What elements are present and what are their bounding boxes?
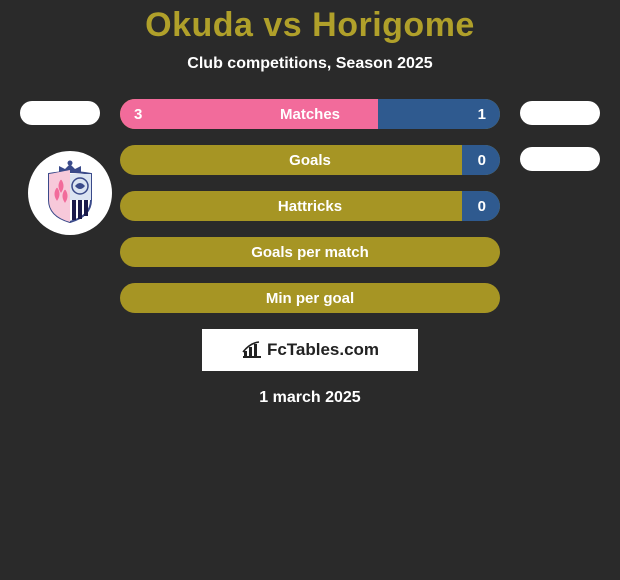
brand-logo-box[interactable]: FcTables.com: [202, 329, 418, 371]
stat-row: 31Matches: [120, 99, 500, 129]
bars-list: 31Matches0Goals0HattricksGoals per match…: [120, 99, 500, 313]
stat-left-fill: 3: [120, 99, 378, 129]
brand-text: FcTables.com: [267, 340, 379, 360]
stat-left-fill: [120, 283, 134, 313]
stat-right-value: 1: [478, 106, 486, 123]
page-title: Okuda vs Horigome: [0, 6, 620, 45]
stat-right-fill: 0: [462, 191, 500, 221]
stat-left-value: 3: [134, 106, 142, 123]
bar-chart-icon: [241, 341, 263, 359]
player-right-avatar-2: [520, 147, 600, 171]
stat-row: Goals per match: [120, 237, 500, 267]
stat-right-fill: 1: [378, 99, 500, 129]
brand-logo: FcTables.com: [241, 340, 379, 360]
stat-left-fill: [120, 145, 134, 175]
club-crest-icon: [37, 160, 103, 226]
stat-right-value: 0: [478, 152, 486, 169]
stat-row: 0Goals: [120, 145, 500, 175]
stat-right-fill: 0: [462, 145, 500, 175]
date-text: 1 march 2025: [0, 389, 620, 407]
player-left-avatar-small: [20, 101, 100, 125]
stat-label: Goals per match: [120, 237, 500, 267]
stats-area: 31Matches0Goals0HattricksGoals per match…: [0, 99, 620, 313]
stat-row: 0Hattricks: [120, 191, 500, 221]
stat-right-value: 0: [478, 198, 486, 215]
stat-right-fill: [486, 237, 500, 267]
player-right-avatar-small: [520, 101, 600, 125]
stat-right-fill: [486, 283, 500, 313]
stat-label: Min per goal: [120, 283, 500, 313]
stat-label: Goals: [120, 145, 500, 175]
club-crest-left: [28, 151, 112, 235]
comparison-card: Okuda vs Horigome Club competitions, Sea…: [0, 0, 620, 407]
stat-label: Hattricks: [120, 191, 500, 221]
stat-left-fill: [120, 191, 134, 221]
stat-left-fill: [120, 237, 134, 267]
stat-row: Min per goal: [120, 283, 500, 313]
subtitle: Club competitions, Season 2025: [0, 55, 620, 73]
